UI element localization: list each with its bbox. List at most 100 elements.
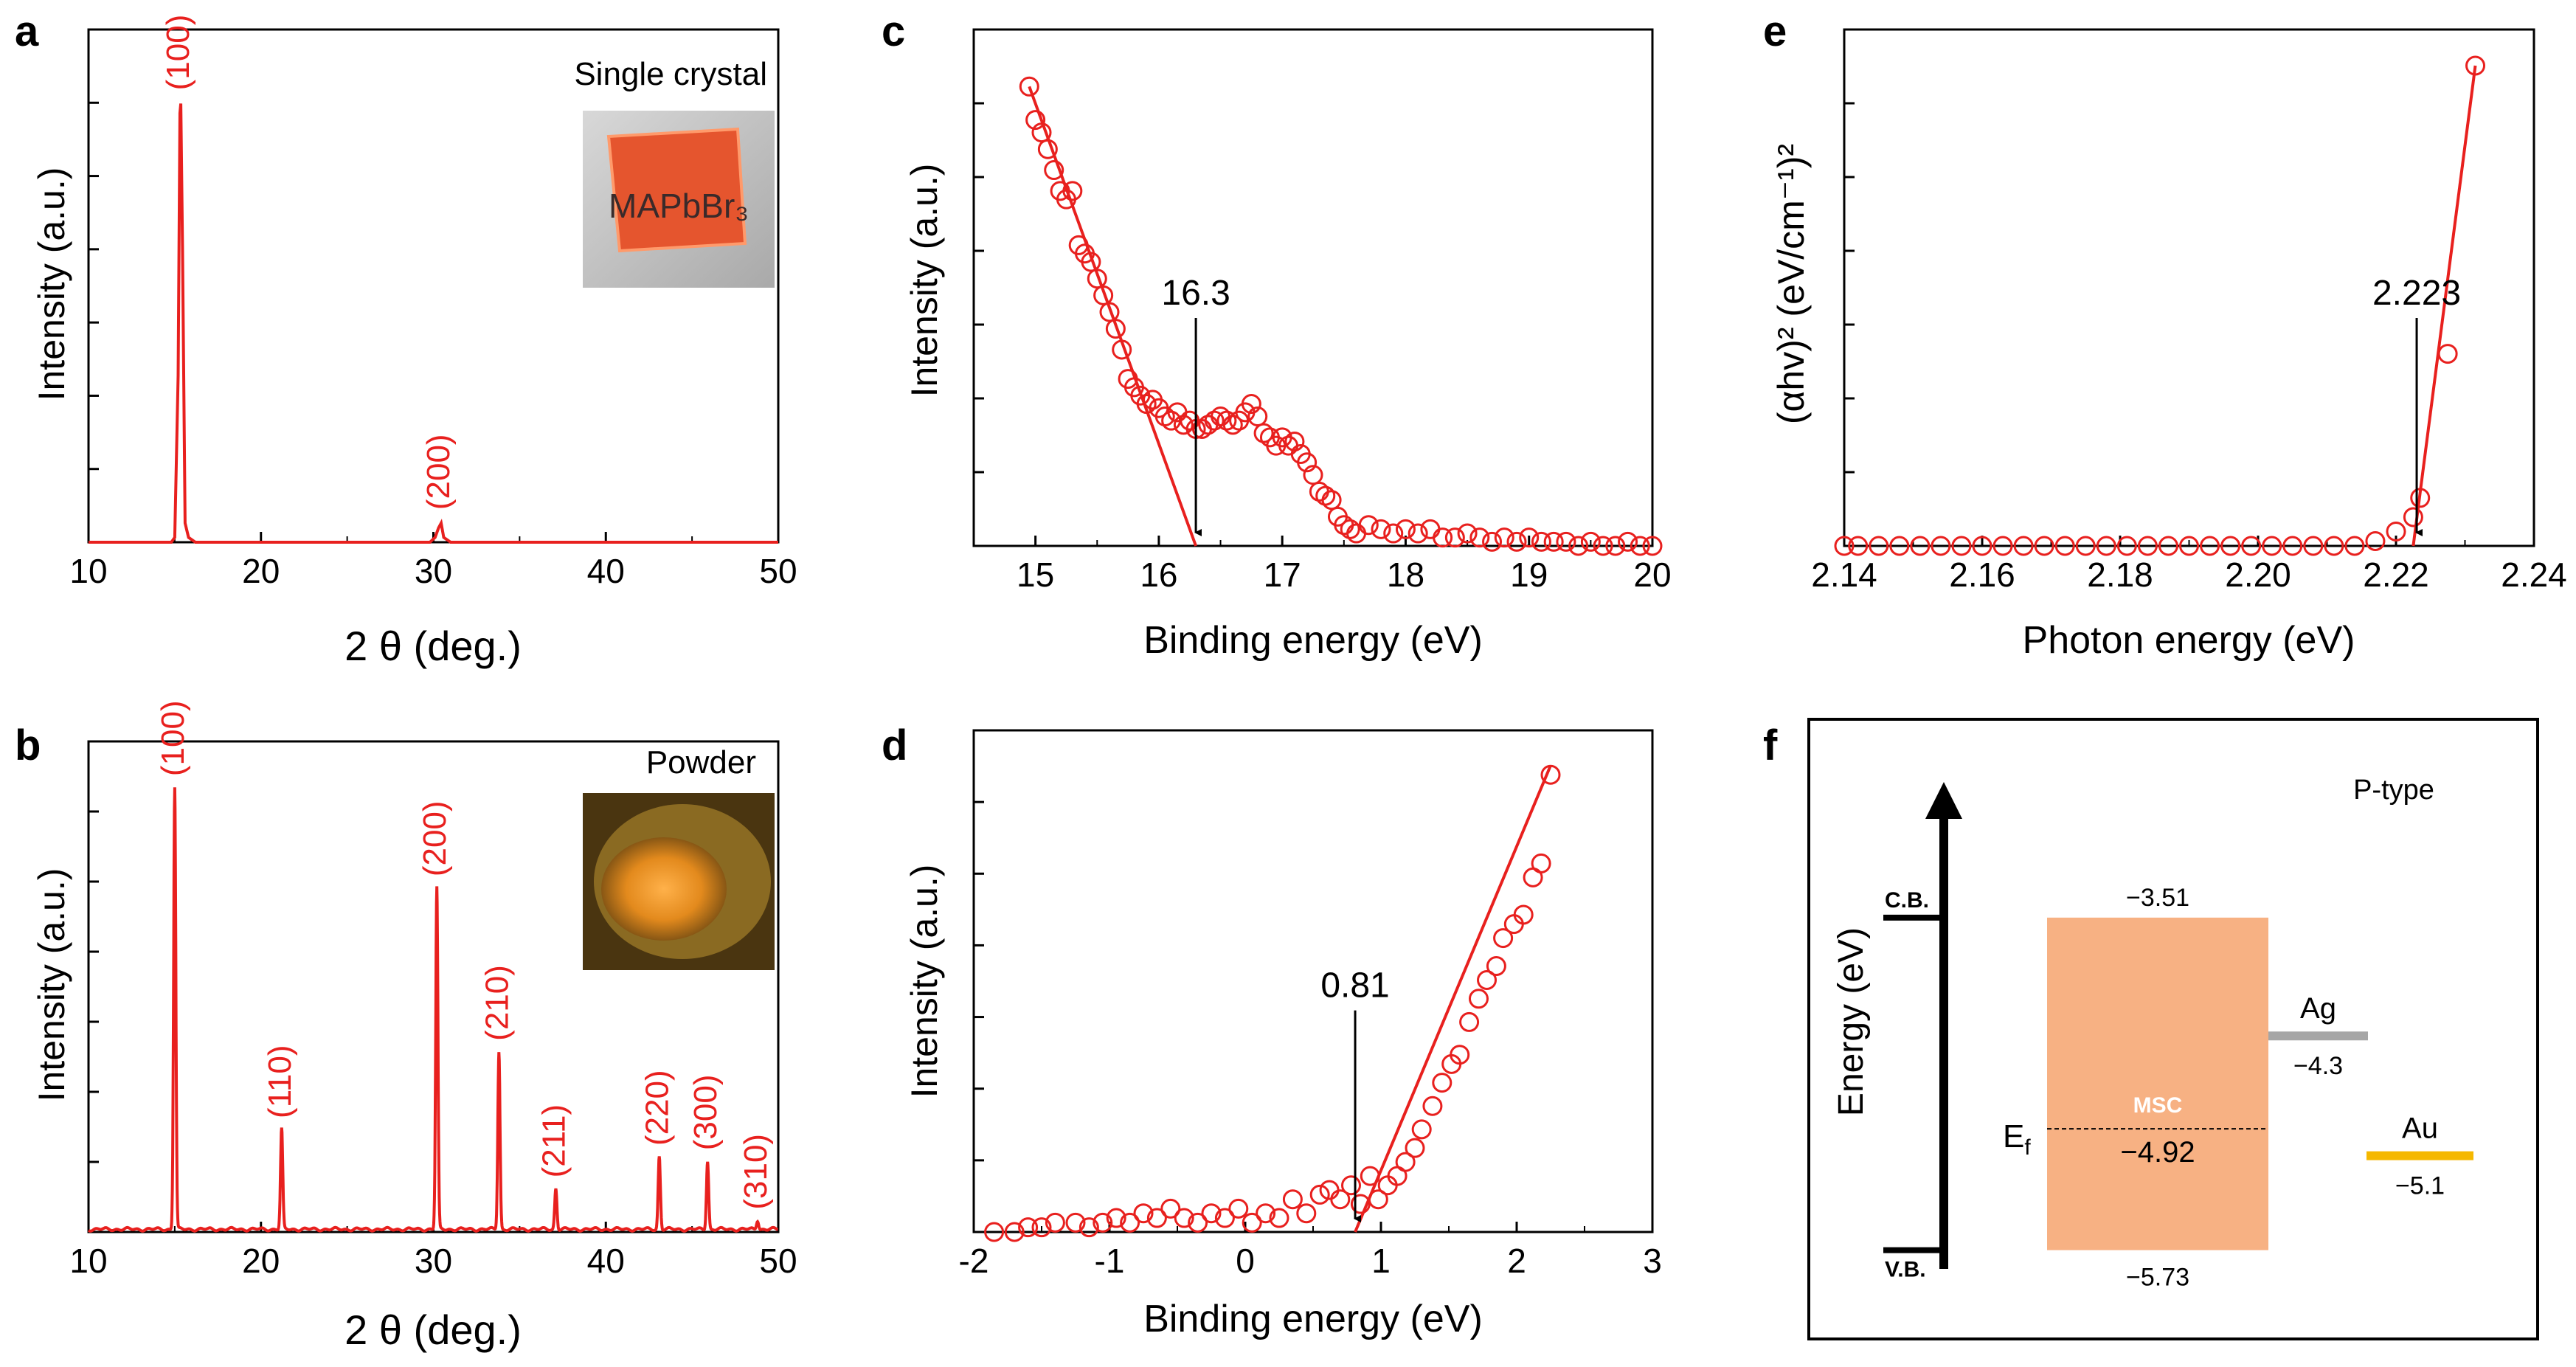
panel-e-data-point	[2386, 521, 2406, 541]
panel-c-data-point	[1543, 531, 1564, 552]
panel-c-frame	[972, 28, 1654, 547]
panel-d-data-point	[1282, 1189, 1303, 1210]
panel-c-data-point	[1044, 160, 1064, 181]
panel-b-peak-label: (110)	[262, 1045, 298, 1118]
panel-b-label: b	[15, 721, 41, 769]
panel-d-data-point	[1450, 1045, 1470, 1065]
panel-c-annotation-value: 16.3	[1161, 274, 1230, 313]
ag-value-label: −4.3	[2293, 1052, 2343, 1080]
panel-d-data-point	[1093, 1212, 1113, 1233]
panel-b-peak-label: (220)	[640, 1070, 676, 1146]
panel-c-data-point	[1025, 110, 1046, 131]
panel-c-data-point	[1216, 410, 1237, 431]
panel-c-x-tick-label: 15	[1017, 556, 1054, 594]
panel-a-x-axis-label: 2 θ (deg.)	[344, 623, 522, 669]
panel-a-inset-photo-text: MAPbBr₃	[609, 187, 749, 225]
panel-d-data-point	[1432, 1073, 1453, 1093]
ag-name-label: Ag	[2300, 992, 2336, 1025]
panel-c-data-point	[1297, 452, 1318, 473]
panel-c-data-point	[1556, 531, 1576, 552]
panel-d-data-point	[1493, 928, 1514, 949]
panel-c-data-point	[1519, 527, 1540, 548]
panel-e-data-point	[1972, 536, 1992, 556]
panel-d-data-point	[1133, 1203, 1154, 1224]
panel-e-data-point	[1848, 536, 1869, 556]
panel-d-annotation-value: 0.81	[1320, 966, 1389, 1006]
panel-d-data-point	[1242, 1212, 1262, 1233]
panel-e-y-axis-label: (αhv)² (eV/cm⁻¹)²	[1770, 144, 1812, 424]
panel-e-data-point	[2365, 530, 2386, 551]
panel-e-fit-line	[2411, 65, 2477, 547]
band-mark-label: C.B.	[1885, 888, 1929, 913]
panel-c-data-point	[1395, 519, 1416, 539]
panel-f-band-diagram: f P-type Energy (eV) C.B. V.B. MSC −3.51 −4.…	[1763, 718, 2539, 1340]
panel-e-data-point	[1992, 536, 2013, 556]
panel-e-x-tick-label: 2.22	[2363, 556, 2429, 594]
panel-e-annotation-value: 2.223	[2372, 274, 2461, 313]
panel-c-data-point	[1494, 527, 1514, 548]
panel-d-ups-valence: d -2 -1 0 1 2 3 0.81 Intensity (a.u.) Binding…	[882, 721, 1662, 1340]
panel-e-data-point	[2403, 507, 2423, 527]
panel-a-peak-label: (200)	[420, 434, 457, 510]
panel-c-data-point	[1420, 519, 1441, 539]
panel-d-fit-line	[1354, 764, 1552, 1233]
panel-e-data-point	[1889, 536, 1910, 556]
panel-e-x-tick-label: 2.20	[2225, 556, 2291, 594]
panel-d-data-point	[1018, 1217, 1039, 1238]
panel-d-data-point	[1459, 1011, 1480, 1032]
panel-d-data-point	[1045, 1212, 1065, 1233]
panel-d-frame	[972, 729, 1654, 1233]
panel-f-type-label: P-type	[2353, 775, 2434, 806]
panel-d-data-point	[1078, 1217, 1099, 1238]
panel-b-x-tick-label: 50	[759, 1242, 797, 1280]
panel-c-data-point	[1580, 531, 1601, 552]
au-name-label: Au	[2402, 1112, 2438, 1145]
panel-e-data-point	[2137, 536, 2158, 556]
energy-axis-label: Energy (eV)	[1832, 927, 1871, 1116]
panel-c-data-point	[1618, 531, 1638, 552]
panel-c-data-point	[1309, 481, 1329, 502]
panel-c-data-point	[1433, 527, 1453, 548]
panel-c-data-point	[1062, 181, 1083, 201]
panel-c-data-point	[1605, 536, 1626, 556]
panel-d-data-point	[1309, 1184, 1330, 1205]
panel-d-data-point	[1296, 1203, 1317, 1224]
fermi-subscript: f	[2024, 1135, 2031, 1160]
panel-a-peak-label: (100)	[160, 15, 196, 91]
panel-d-data-point	[1531, 853, 1551, 873]
msc-band-block	[2047, 917, 2268, 1250]
panel-b-peak-label: (100)	[155, 700, 191, 776]
panel-e-data-point	[2013, 536, 2034, 556]
panel-d-data-point	[1160, 1198, 1181, 1219]
panel-c-data-point	[1019, 76, 1039, 97]
band-mark-label: V.B.	[1885, 1258, 1926, 1282]
panel-c-data-point	[1469, 527, 1490, 548]
panel-d-x-tick-label: -2	[959, 1242, 989, 1280]
panel-c-data-point	[1253, 423, 1274, 443]
panel-c-data-point	[1105, 319, 1126, 339]
panel-c-data-point	[1346, 523, 1367, 544]
au-value-label: −5.1	[2395, 1172, 2445, 1200]
panel-c-data-point	[1568, 536, 1589, 556]
panel-c-x-tick-label: 16	[1140, 556, 1177, 594]
panel-e-data-point	[2116, 536, 2137, 556]
panel-e-data-point	[2179, 536, 2199, 556]
panel-e-data-point	[2344, 536, 2365, 556]
panel-c-x-tick-label: 18	[1387, 556, 1424, 594]
panel-c-data-point	[1630, 536, 1650, 556]
panel-d-data-point	[1486, 956, 1506, 977]
panel-e-data-point	[1869, 536, 1889, 556]
panel-c-y-axis-label: Intensity (a.u.)	[904, 164, 945, 398]
panel-c-data-point	[1642, 536, 1663, 556]
panel-c-x-tick-label: 20	[1633, 556, 1671, 594]
panel-b-peak-label: (210)	[479, 965, 515, 1041]
panel-c-data-point	[1383, 523, 1404, 544]
panel-d-data-point	[1228, 1198, 1249, 1219]
panel-f-label: f	[1763, 721, 1778, 769]
panel-a-y-axis-label: Intensity (a.u.)	[31, 167, 72, 401]
panel-d-data-point	[1330, 1189, 1351, 1210]
panel-b-x-tick-label: 40	[587, 1242, 625, 1280]
panel-c-data-point	[1315, 485, 1336, 506]
panel-e-data-point	[1910, 536, 1931, 556]
